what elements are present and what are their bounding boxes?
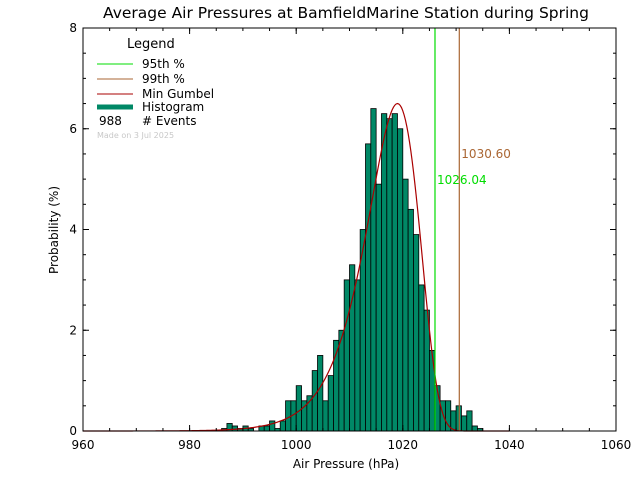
- histogram-bar: [263, 425, 270, 432]
- percentile-label: 1026.04: [437, 173, 487, 187]
- x-tick-label: 980: [178, 438, 201, 452]
- legend: Legend 95th % 99th % Min Gumbel Histogra…: [97, 37, 214, 140]
- histogram-bar: [418, 284, 425, 432]
- events-label: # Events: [142, 114, 197, 128]
- made-on-note: Made on 3 Jul 2025: [97, 131, 174, 140]
- histogram-bar: [375, 183, 382, 432]
- histogram-bar: [370, 108, 377, 432]
- histogram-bar: [391, 113, 398, 432]
- percentile-label: 1030.60: [461, 147, 511, 161]
- legend-99th-label: 99th %: [142, 72, 185, 86]
- histogram-bar: [397, 128, 404, 432]
- legend-histogram-label: Histogram: [142, 100, 204, 114]
- x-ticks: 960 980 1000 1020 1040 1060: [72, 28, 632, 452]
- histogram-bar: [381, 113, 388, 432]
- histogram-bars: [221, 108, 484, 432]
- y-tick-label: 0: [69, 424, 77, 438]
- histogram-bar: [327, 375, 334, 432]
- percentile-lines: 1026.04 1030.60: [434, 28, 511, 431]
- histogram-bar: [365, 143, 372, 432]
- x-tick-label: 1060: [601, 438, 632, 452]
- histogram-bar: [471, 425, 478, 432]
- histogram-bar: [279, 420, 286, 432]
- histogram-bar: [269, 420, 276, 432]
- y-tick-label: 2: [69, 323, 77, 337]
- histogram-bar: [231, 425, 238, 432]
- events-count: 988: [99, 114, 122, 128]
- x-tick-label: 1040: [494, 438, 525, 452]
- histogram-bar: [343, 279, 350, 432]
- x-tick-label: 1000: [281, 438, 312, 452]
- x-tick-label: 1020: [388, 438, 419, 452]
- gumbel-curve: [83, 102, 510, 432]
- histogram-bar: [413, 234, 420, 432]
- y-tick-label: 4: [69, 223, 77, 237]
- x-tick-label: 960: [72, 438, 95, 452]
- histogram-bar: [466, 410, 473, 432]
- histogram-bar: [295, 385, 302, 432]
- histogram-bar: [402, 178, 409, 432]
- chart-title: Average Air Pressures at BamfieldMarine …: [103, 4, 589, 22]
- histogram-bar: [386, 118, 393, 432]
- histogram-bar: [429, 349, 436, 432]
- y-tick-label: 8: [69, 21, 77, 35]
- y-axis-label: Probability (%): [47, 186, 61, 274]
- histogram-bar: [317, 355, 324, 432]
- y-ticks: 0 2 4 6 8: [69, 21, 616, 438]
- histogram-bar: [322, 400, 329, 432]
- histogram-bar: [311, 370, 318, 432]
- histogram-bar: [407, 208, 414, 432]
- histogram-bar: [285, 400, 292, 432]
- x-axis-label: Air Pressure (hPa): [293, 457, 399, 471]
- legend-95th-label: 95th %: [142, 57, 185, 71]
- y-tick-label: 6: [69, 122, 77, 136]
- histogram-bar: [461, 415, 468, 432]
- histogram-bar: [354, 279, 361, 432]
- legend-title: Legend: [127, 37, 175, 52]
- legend-gumbel-label: Min Gumbel: [142, 87, 214, 101]
